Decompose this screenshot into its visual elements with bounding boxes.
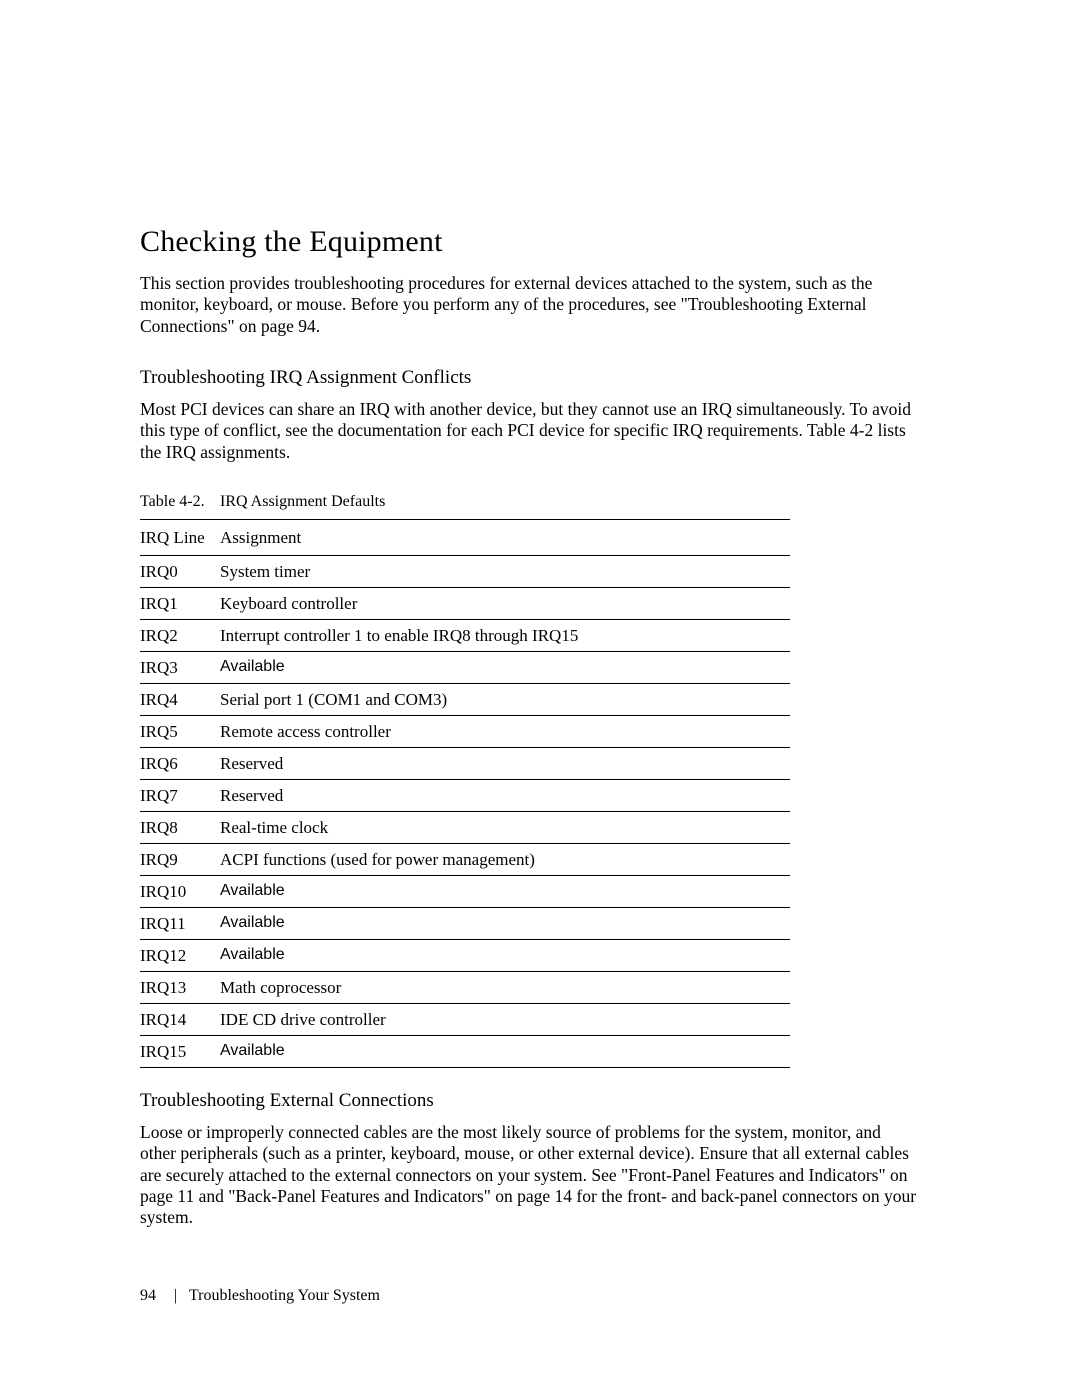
page-footer: 94 | Troubleshooting Your System	[140, 1287, 380, 1305]
irq-line-cell: IRQ2	[140, 620, 220, 652]
table-row: IRQ13Math coprocessor	[140, 972, 790, 1004]
irq-line-cell: IRQ15	[140, 1036, 220, 1068]
assignment-cell: Interrupt controller 1 to enable IRQ8 th…	[220, 620, 790, 652]
section-body-irq: Most PCI devices can share an IRQ with a…	[140, 399, 920, 463]
assignment-cell: Reserved	[220, 780, 790, 812]
irq-line-cell: IRQ13	[140, 972, 220, 1004]
assignment-cell: ACPI functions (used for power managemen…	[220, 844, 790, 876]
footer-separator: |	[168, 1287, 185, 1305]
table-row: IRQ1Keyboard controller	[140, 588, 790, 620]
intro-paragraph: This section provides troubleshooting pr…	[140, 273, 920, 337]
table-row: IRQ11Available	[140, 908, 790, 940]
table-row: IRQ5Remote access controller	[140, 716, 790, 748]
assignment-cell: Available	[220, 1036, 790, 1068]
irq-line-cell: IRQ8	[140, 812, 220, 844]
page-heading: Checking the Equipment	[140, 225, 920, 259]
table-row: IRQ4Serial port 1 (COM1 and COM3)	[140, 684, 790, 716]
table-label: Table 4-2.	[140, 493, 216, 511]
section-heading-irq: Troubleshooting IRQ Assignment Conflicts	[140, 367, 920, 389]
assignment-cell: Serial port 1 (COM1 and COM3)	[220, 684, 790, 716]
table-title: IRQ Assignment Defaults	[220, 493, 385, 510]
assignment-cell: System timer	[220, 556, 790, 588]
assignment-cell: Available	[220, 876, 790, 908]
irq-line-cell: IRQ3	[140, 652, 220, 684]
assignment-cell: Available	[220, 908, 790, 940]
document-page: Checking the Equipment This section prov…	[0, 0, 1080, 1397]
irq-line-cell: IRQ4	[140, 684, 220, 716]
assignment-cell: Keyboard controller	[220, 588, 790, 620]
table-row: IRQ3Available	[140, 652, 790, 684]
irq-line-cell: IRQ14	[140, 1004, 220, 1036]
table-header-irq-line: IRQ Line	[140, 520, 220, 556]
table-row: IRQ0System timer	[140, 556, 790, 588]
irq-table: IRQ Line Assignment IRQ0System timerIRQ1…	[140, 519, 790, 1068]
assignment-cell: Remote access controller	[220, 716, 790, 748]
irq-line-cell: IRQ12	[140, 940, 220, 972]
table-row: IRQ6Reserved	[140, 748, 790, 780]
table-row: IRQ9ACPI functions (used for power manag…	[140, 844, 790, 876]
section-body-external: Loose or improperly connected cables are…	[140, 1122, 920, 1229]
assignment-cell: Available	[220, 652, 790, 684]
irq-line-cell: IRQ0	[140, 556, 220, 588]
table-row: IRQ10Available	[140, 876, 790, 908]
table-row: IRQ15Available	[140, 1036, 790, 1068]
footer-page-number: 94	[140, 1287, 164, 1305]
irq-line-cell: IRQ9	[140, 844, 220, 876]
footer-chapter: Troubleshooting Your System	[189, 1287, 380, 1304]
table-row: IRQ14IDE CD drive controller	[140, 1004, 790, 1036]
section-heading-external: Troubleshooting External Connections	[140, 1090, 920, 1112]
irq-line-cell: IRQ11	[140, 908, 220, 940]
table-header-row: IRQ Line Assignment	[140, 520, 790, 556]
assignment-cell: Math coprocessor	[220, 972, 790, 1004]
assignment-cell: Available	[220, 940, 790, 972]
assignment-cell: IDE CD drive controller	[220, 1004, 790, 1036]
table-row: IRQ7Reserved	[140, 780, 790, 812]
irq-line-cell: IRQ7	[140, 780, 220, 812]
irq-line-cell: IRQ5	[140, 716, 220, 748]
table-row: IRQ8Real-time clock	[140, 812, 790, 844]
irq-line-cell: IRQ6	[140, 748, 220, 780]
assignment-cell: Reserved	[220, 748, 790, 780]
irq-line-cell: IRQ1	[140, 588, 220, 620]
irq-line-cell: IRQ10	[140, 876, 220, 908]
table-row: IRQ2Interrupt controller 1 to enable IRQ…	[140, 620, 790, 652]
table-row: IRQ12Available	[140, 940, 790, 972]
table-caption: Table 4-2. IRQ Assignment Defaults	[140, 493, 920, 511]
assignment-cell: Real-time clock	[220, 812, 790, 844]
table-header-assignment: Assignment	[220, 520, 790, 556]
